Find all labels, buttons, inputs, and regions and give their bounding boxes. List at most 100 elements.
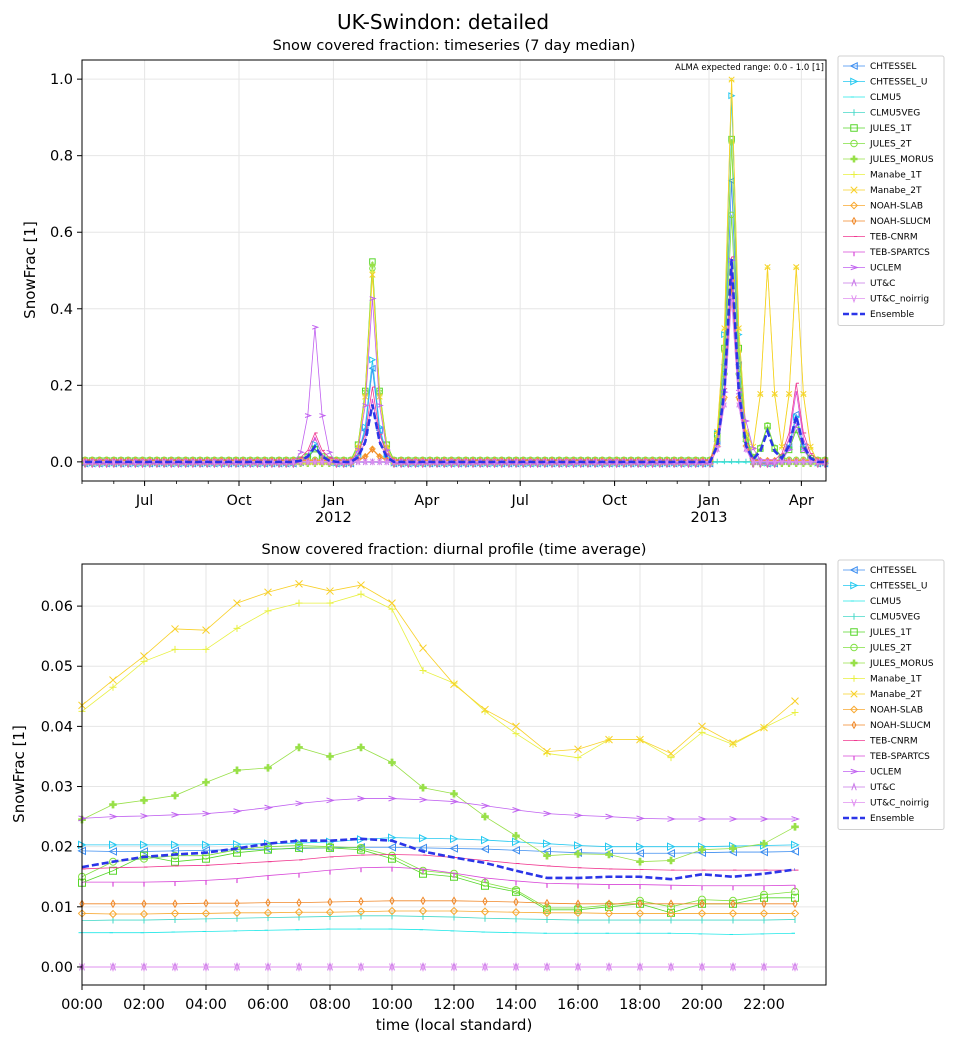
legend-item-chtessel-u: CHTESSEL_U xyxy=(843,581,927,592)
legend-label-teb-spartcs: TEB-SPARTCS xyxy=(869,248,930,258)
legend-item-clmu5veg: CLMU5VEG xyxy=(843,109,920,119)
y-tick-label: 0.00 xyxy=(41,960,73,976)
legend-diamond-marker xyxy=(850,201,858,210)
data-point xyxy=(419,783,427,792)
data-point xyxy=(377,458,382,466)
legend-label-noah-slab: NOAH-SLAB xyxy=(870,706,923,716)
data-point xyxy=(376,393,383,400)
legend-square-marker xyxy=(850,628,858,636)
data-point xyxy=(779,458,785,466)
data-point xyxy=(264,607,272,615)
data-point xyxy=(528,458,533,466)
data-point xyxy=(592,458,598,466)
data-point xyxy=(89,458,95,466)
x-tick-label: 16:00 xyxy=(557,997,599,1013)
data-point xyxy=(154,458,160,466)
y-tick-label: 1.0 xyxy=(50,72,73,88)
data-point xyxy=(506,458,512,466)
chart-timeseries-title: Snow covered fraction: timeseries (7 day… xyxy=(273,38,636,54)
data-point xyxy=(606,899,612,909)
data-point xyxy=(605,735,613,744)
series-teb-cnrm xyxy=(85,256,828,461)
data-point xyxy=(226,458,232,466)
data-point xyxy=(171,625,179,633)
data-point xyxy=(109,800,117,809)
legend-item-ensemble: Ensemble xyxy=(843,814,915,824)
data-point xyxy=(575,961,581,971)
data-point xyxy=(635,458,641,466)
data-point xyxy=(109,813,119,820)
data-point xyxy=(728,139,735,146)
data-point xyxy=(499,458,505,466)
series-clmu5 xyxy=(78,928,796,935)
data-point xyxy=(233,458,239,466)
data-point xyxy=(730,963,736,972)
legend-caret-up-marker xyxy=(851,782,857,791)
data-point xyxy=(563,458,569,466)
data-point xyxy=(698,845,706,854)
data-point xyxy=(319,458,325,466)
data-point xyxy=(563,458,569,466)
data-point xyxy=(389,896,395,906)
x-tick-label: 04:00 xyxy=(185,997,227,1013)
data-point xyxy=(357,581,365,589)
data-point xyxy=(418,843,427,853)
data-point xyxy=(357,590,365,598)
legend-label-jules-1t: JULES_1T xyxy=(869,628,912,638)
data-point xyxy=(451,896,457,906)
figure-suptitle: UK-Swindon: detailed xyxy=(337,10,549,34)
data-point xyxy=(528,458,533,466)
data-point xyxy=(728,92,736,100)
data-point xyxy=(405,458,411,466)
data-point xyxy=(456,458,462,466)
data-point xyxy=(450,679,458,687)
data-point xyxy=(721,325,728,332)
data-point xyxy=(283,458,289,466)
series-uclem xyxy=(78,795,801,822)
data-point xyxy=(666,848,675,858)
legend-item-uclem: UCLEM xyxy=(843,768,901,778)
series-teb-spartcs xyxy=(81,866,796,891)
legend-label-manabe-2t: Manabe_2T xyxy=(870,186,922,196)
data-point xyxy=(463,458,469,466)
legend-label-jules-morus: JULES_MORUS xyxy=(869,155,934,165)
x-tick-label: 00:00 xyxy=(61,997,103,1013)
series-manabe-1t xyxy=(78,590,799,762)
data-point xyxy=(161,458,167,466)
data-point xyxy=(760,839,768,848)
data-point xyxy=(190,458,196,466)
series-line xyxy=(81,798,795,820)
data-point xyxy=(772,458,778,466)
data-point xyxy=(499,458,505,466)
data-point xyxy=(420,961,426,971)
data-point xyxy=(202,810,212,817)
data-point xyxy=(614,458,620,466)
data-point xyxy=(759,847,768,857)
data-point xyxy=(295,743,303,752)
data-point xyxy=(511,908,521,917)
data-point xyxy=(750,458,756,466)
data-point xyxy=(728,909,738,918)
data-point xyxy=(355,458,361,466)
legend-label-ensemble: Ensemble xyxy=(870,814,915,824)
legend-label-utandc-noirrig: UT&C_noirrig xyxy=(870,295,929,305)
data-point xyxy=(636,735,644,744)
y-tick-label: 0.8 xyxy=(50,149,73,165)
data-point xyxy=(542,458,548,466)
data-point xyxy=(295,599,303,607)
data-point xyxy=(693,458,699,466)
data-point xyxy=(628,458,634,466)
data-point xyxy=(635,909,645,918)
data-point xyxy=(140,840,149,850)
y-tick-label: 0.01 xyxy=(41,900,73,916)
data-point xyxy=(362,393,369,400)
y-tick-label: 0.0 xyxy=(50,455,73,471)
data-point xyxy=(295,841,303,850)
data-point xyxy=(219,458,224,466)
data-point xyxy=(761,961,767,971)
data-point xyxy=(109,676,117,684)
y-tick-label: 0.4 xyxy=(50,302,73,318)
data-point xyxy=(234,963,240,972)
legend-label-clmu5veg: CLMU5VEG xyxy=(870,613,920,623)
data-point xyxy=(104,458,110,466)
